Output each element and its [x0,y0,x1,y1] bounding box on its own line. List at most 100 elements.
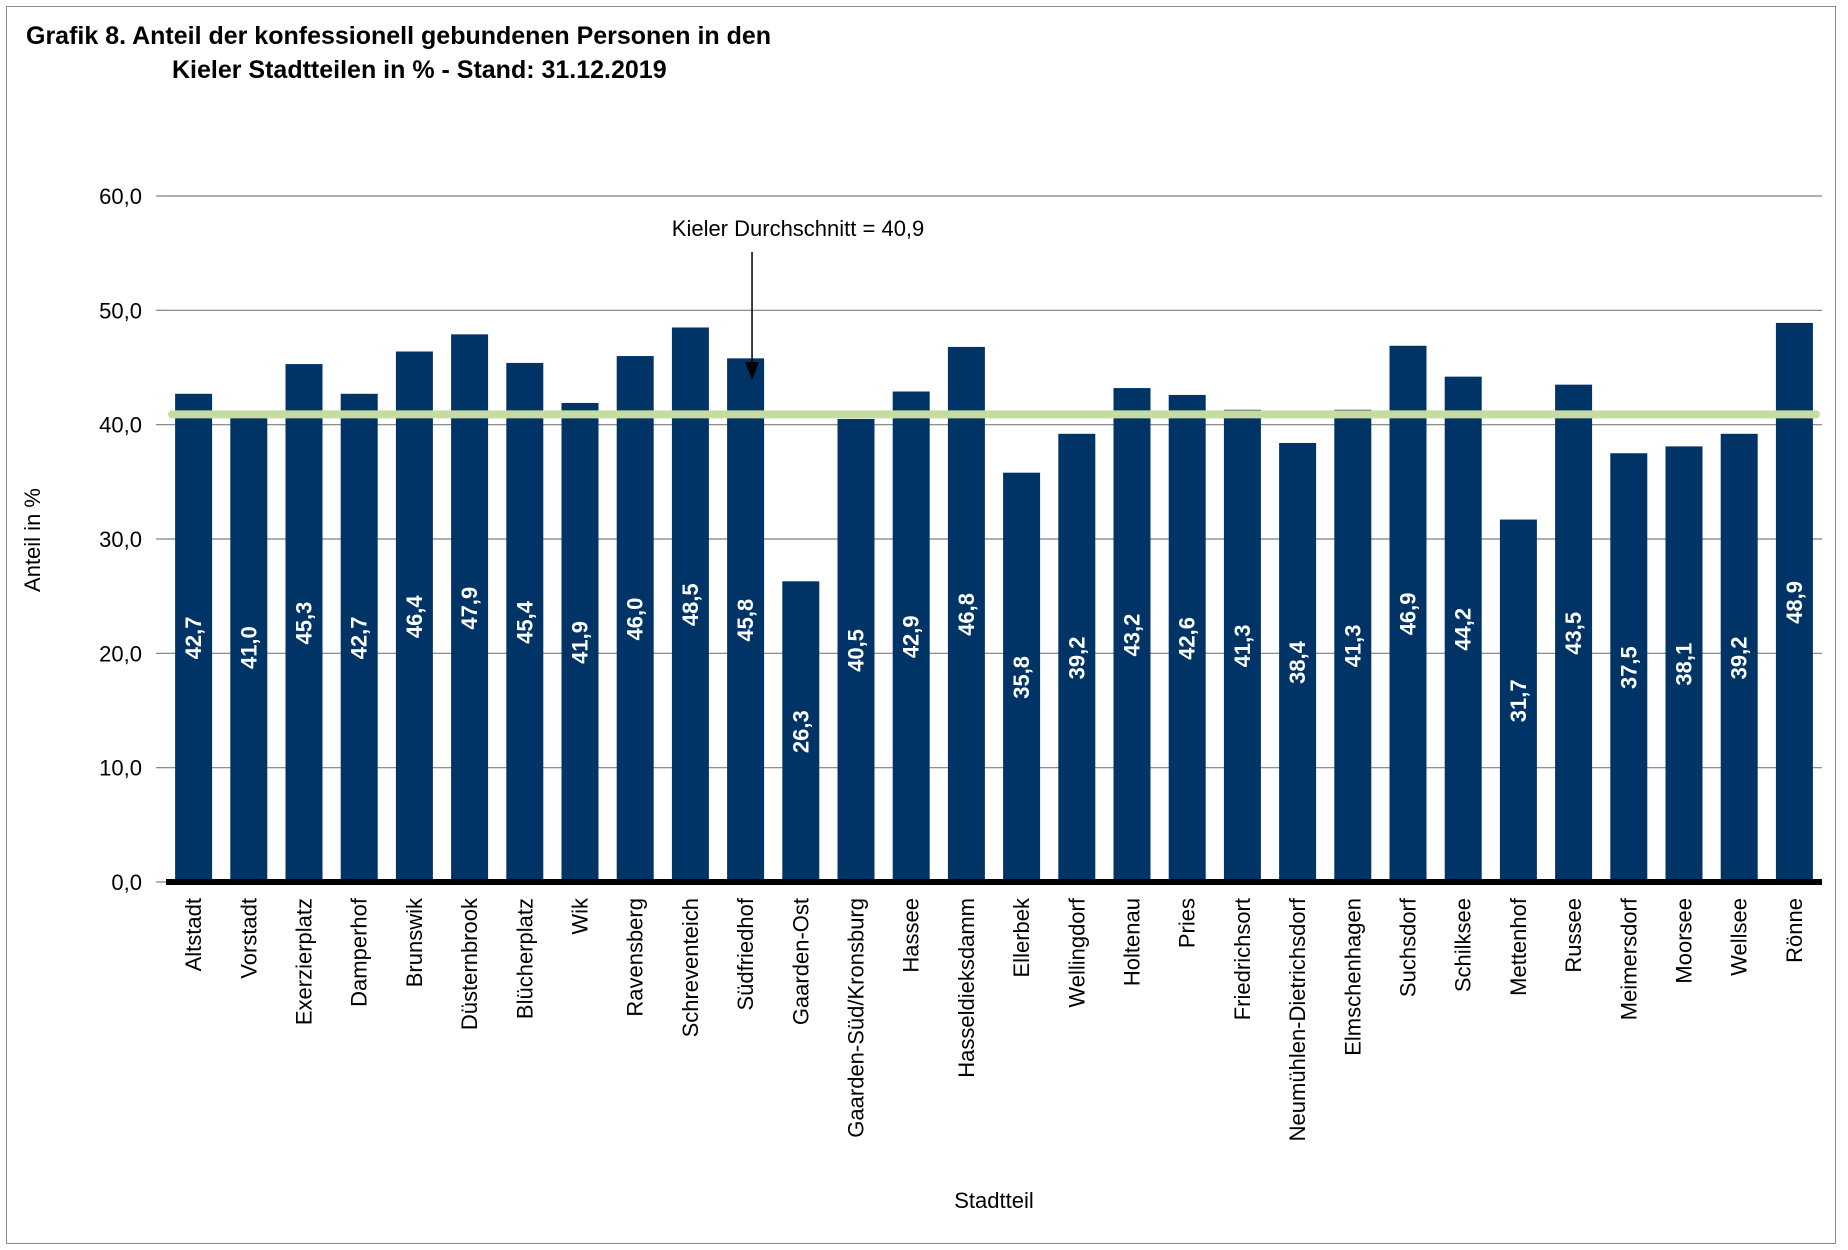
data-label: 45,3 [292,602,317,645]
chart-title-line1: Grafik 8. Anteil der konfessionell gebun… [26,22,772,50]
reference-line-group: Kieler Durchschnitt = 40,9 [168,216,1820,419]
y-axis-title: Anteil in % [20,488,45,592]
category-label: Elmschenhagen [1340,898,1365,1056]
category-label: Ravensberg [623,898,648,1017]
category-label: Holtenau [1120,898,1145,986]
category-label: Rönne [1782,898,1807,963]
category-label: Schreventeich [678,898,703,1037]
data-label: 41,3 [1230,624,1255,667]
chart-frame [6,6,1836,1244]
data-label: 42,7 [347,616,372,659]
bar [175,393,213,882]
gridlines [166,195,1822,769]
y-tick-label: 60,0 [99,184,142,209]
bar [561,402,599,882]
bar [1223,409,1261,882]
category-label: Gaarden-Süd/Kronsburg [844,898,869,1138]
data-label: 37,5 [1616,646,1641,689]
data-label: 41,0 [236,626,261,669]
bar [1389,345,1427,882]
category-label: Düsternbrook [457,897,482,1030]
category-label: Schilksee [1451,898,1476,992]
category-label: Hassee [899,898,924,973]
category-label: Südfriedhof [733,897,758,1010]
bar [1665,446,1703,882]
bar [1058,433,1096,882]
bar [1334,409,1372,882]
category-label: Friedrichsort [1230,898,1255,1020]
y-tick-label: 50,0 [99,298,142,323]
data-label: 38,1 [1672,643,1697,686]
data-label: 41,3 [1340,624,1365,667]
category-label: Wik [568,897,593,935]
data-label: 45,4 [512,600,537,644]
axes: 0,0 10,0 20,0 30,0 40,0 50,0 60,0 [99,184,1822,895]
data-label: 39,2 [1727,636,1752,679]
category-label: Hasseldieksdamm [954,898,979,1078]
data-label: 38,4 [1285,640,1310,684]
data-label: 42,9 [899,615,924,658]
bar [1610,453,1648,882]
category-label: Gaarden-Ost [788,898,813,1025]
bar [285,364,323,882]
bar [1444,376,1482,882]
average-annotation: Kieler Durchschnitt = 40,9 [672,216,925,241]
category-label: Moorsee [1672,898,1697,984]
bar [506,362,544,883]
data-label: 48,9 [1782,581,1807,624]
data-label: 43,2 [1120,614,1145,657]
bar [947,346,985,882]
data-label: 45,8 [733,599,758,642]
y-tick-label: 40,0 [99,413,142,438]
data-label: 26,3 [788,710,813,753]
bar [782,581,820,882]
x-axis-title: Stadtteil [954,1188,1034,1213]
bar [671,327,709,882]
category-label: Exerzierplatz [292,898,317,1025]
category-label: Russee [1561,898,1586,973]
data-label: 35,8 [1009,656,1034,699]
y-tick-label: 20,0 [99,641,142,666]
bar [1168,394,1206,882]
annotation-arrow-head [745,362,760,380]
y-tick-label: 10,0 [99,756,142,781]
category-label: Mettenhof [1506,897,1531,996]
bar [1113,388,1151,882]
data-label: 46,4 [402,595,427,639]
y-tick-label: 30,0 [99,527,142,552]
category-label: Neumühlen-Dietrichsdorf [1285,897,1310,1141]
bars [175,322,1813,883]
data-label: 40,5 [844,629,869,672]
data-label: 41,9 [568,621,593,664]
bar [1555,384,1593,882]
bar [230,413,268,882]
bar [837,418,875,882]
data-label: 46,8 [954,593,979,636]
category-label: Blücherplatz [512,898,537,1019]
chart-title-line2: Kieler Stadtteilen in % - Stand: 31.12.2… [172,56,667,84]
category-label: Meimersdorf [1616,897,1641,1020]
bar [1279,442,1317,882]
data-label: 48,5 [678,583,703,626]
category-label: Wellsee [1727,898,1752,976]
data-label: 44,2 [1451,608,1476,651]
data-label: 43,5 [1561,612,1586,655]
bar [340,393,378,882]
bar [451,334,489,882]
category-label: Ellerbek [1009,897,1034,977]
bar [727,358,765,882]
labels: 42,7 Altstadt 41,0 Vorstadt 45,3 Exerzierplat… [20,488,1807,1213]
category-label: Vorstadt [236,898,261,979]
data-label: 46,9 [1396,592,1421,635]
y-tick-label: 0,0 [111,870,142,895]
data-label: 42,7 [181,616,206,659]
category-label: Pries [1175,898,1200,948]
data-label: 31,7 [1506,679,1531,722]
data-label: 47,9 [457,587,482,630]
category-label: Brunswik [402,897,427,987]
bar [1720,433,1758,882]
category-label: Suchsdorf [1396,897,1421,997]
data-label: 42,6 [1175,617,1200,660]
bar [1499,519,1537,882]
